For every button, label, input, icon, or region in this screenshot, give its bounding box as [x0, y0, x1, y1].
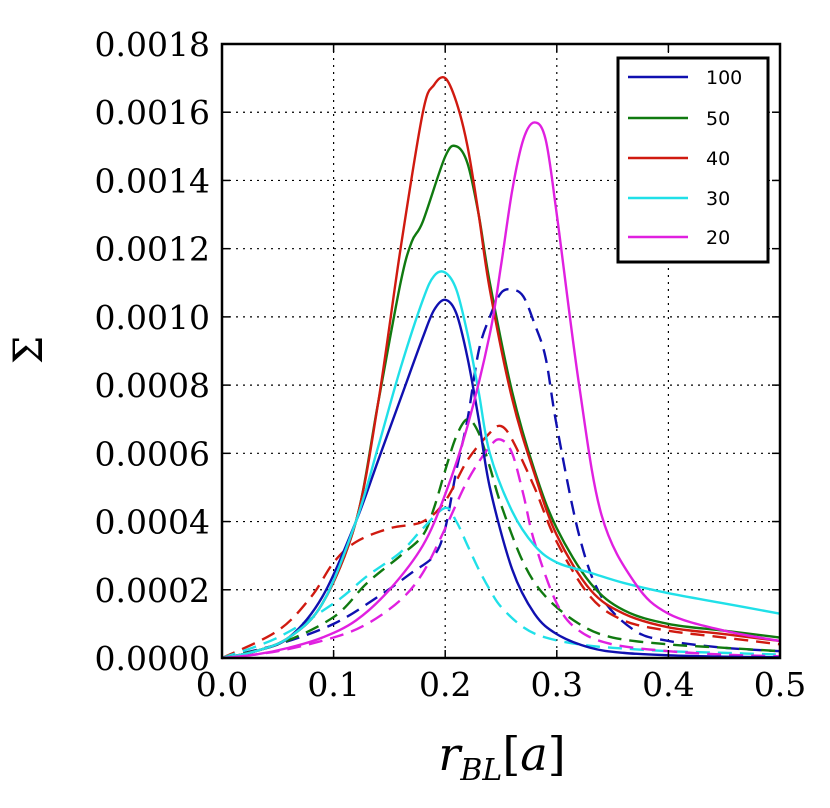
y-tick-label: 0.0012	[95, 230, 210, 269]
legend: 100 50 40 30 20	[616, 56, 770, 264]
x-tick-label: 0.4	[642, 665, 694, 704]
series-line-100-solid	[221, 298, 781, 660]
series-line-40-dashed	[221, 424, 781, 660]
y-tick-label: 0.0008	[95, 366, 210, 405]
series-line-50-dashed	[221, 418, 781, 660]
x-axis-label-unit: a	[520, 727, 547, 781]
series-line-30-solid	[221, 270, 781, 660]
y-tick-label: 0.0010	[95, 298, 210, 337]
y-tick-label: 0.0014	[95, 161, 210, 200]
y-tick-labels: 0.0000 0.0002 0.0004 0.0006 0.0008 0.0010 0.00…	[95, 25, 210, 678]
x-axis-label-symbol: r	[438, 727, 463, 781]
x-tick-label: 0.3	[531, 665, 583, 704]
series-line-20-solid	[221, 121, 781, 660]
x-tick-label: 0.0	[196, 665, 248, 704]
series-line-20-dashed	[221, 438, 781, 660]
plot-frame	[220, 42, 782, 660]
legend-label-50: 50	[706, 108, 730, 130]
x-tick-label: 0.5	[754, 665, 806, 704]
series-line-30-dashed	[221, 506, 781, 660]
x-tick-label: 0.2	[419, 665, 471, 704]
grid	[222, 44, 780, 658]
y-tick-label: 0.0004	[95, 503, 210, 542]
x-axis-label-close-bracket: ]	[548, 727, 566, 781]
x-tick-labels: 0.0 0.1 0.2 0.3 0.4 0.5	[196, 665, 806, 704]
x-tick-label: 0.1	[307, 665, 359, 704]
y-tick-label: 0.0016	[95, 93, 210, 132]
legend-label-30: 30	[706, 188, 730, 210]
y-tick-label: 0.0000	[95, 639, 210, 678]
y-tick-label: 0.0018	[95, 25, 210, 64]
x-axis-label-subscript: BL	[459, 753, 502, 788]
series-layer	[221, 75, 781, 660]
legend-label-100: 100	[706, 67, 742, 89]
y-tick-label: 0.0002	[95, 571, 210, 610]
series-line-100-dashed	[221, 288, 781, 660]
legend-label-40: 40	[706, 148, 730, 170]
y-tick-label: 0.0006	[95, 434, 210, 473]
ticks	[221, 43, 781, 659]
x-axis-label: rBL[a]	[438, 727, 565, 788]
legend-box	[616, 56, 770, 264]
legend-label-20: 20	[706, 227, 730, 249]
x-axis-label-open-bracket: [	[502, 727, 520, 781]
y-axis-label: Σ	[6, 336, 52, 364]
